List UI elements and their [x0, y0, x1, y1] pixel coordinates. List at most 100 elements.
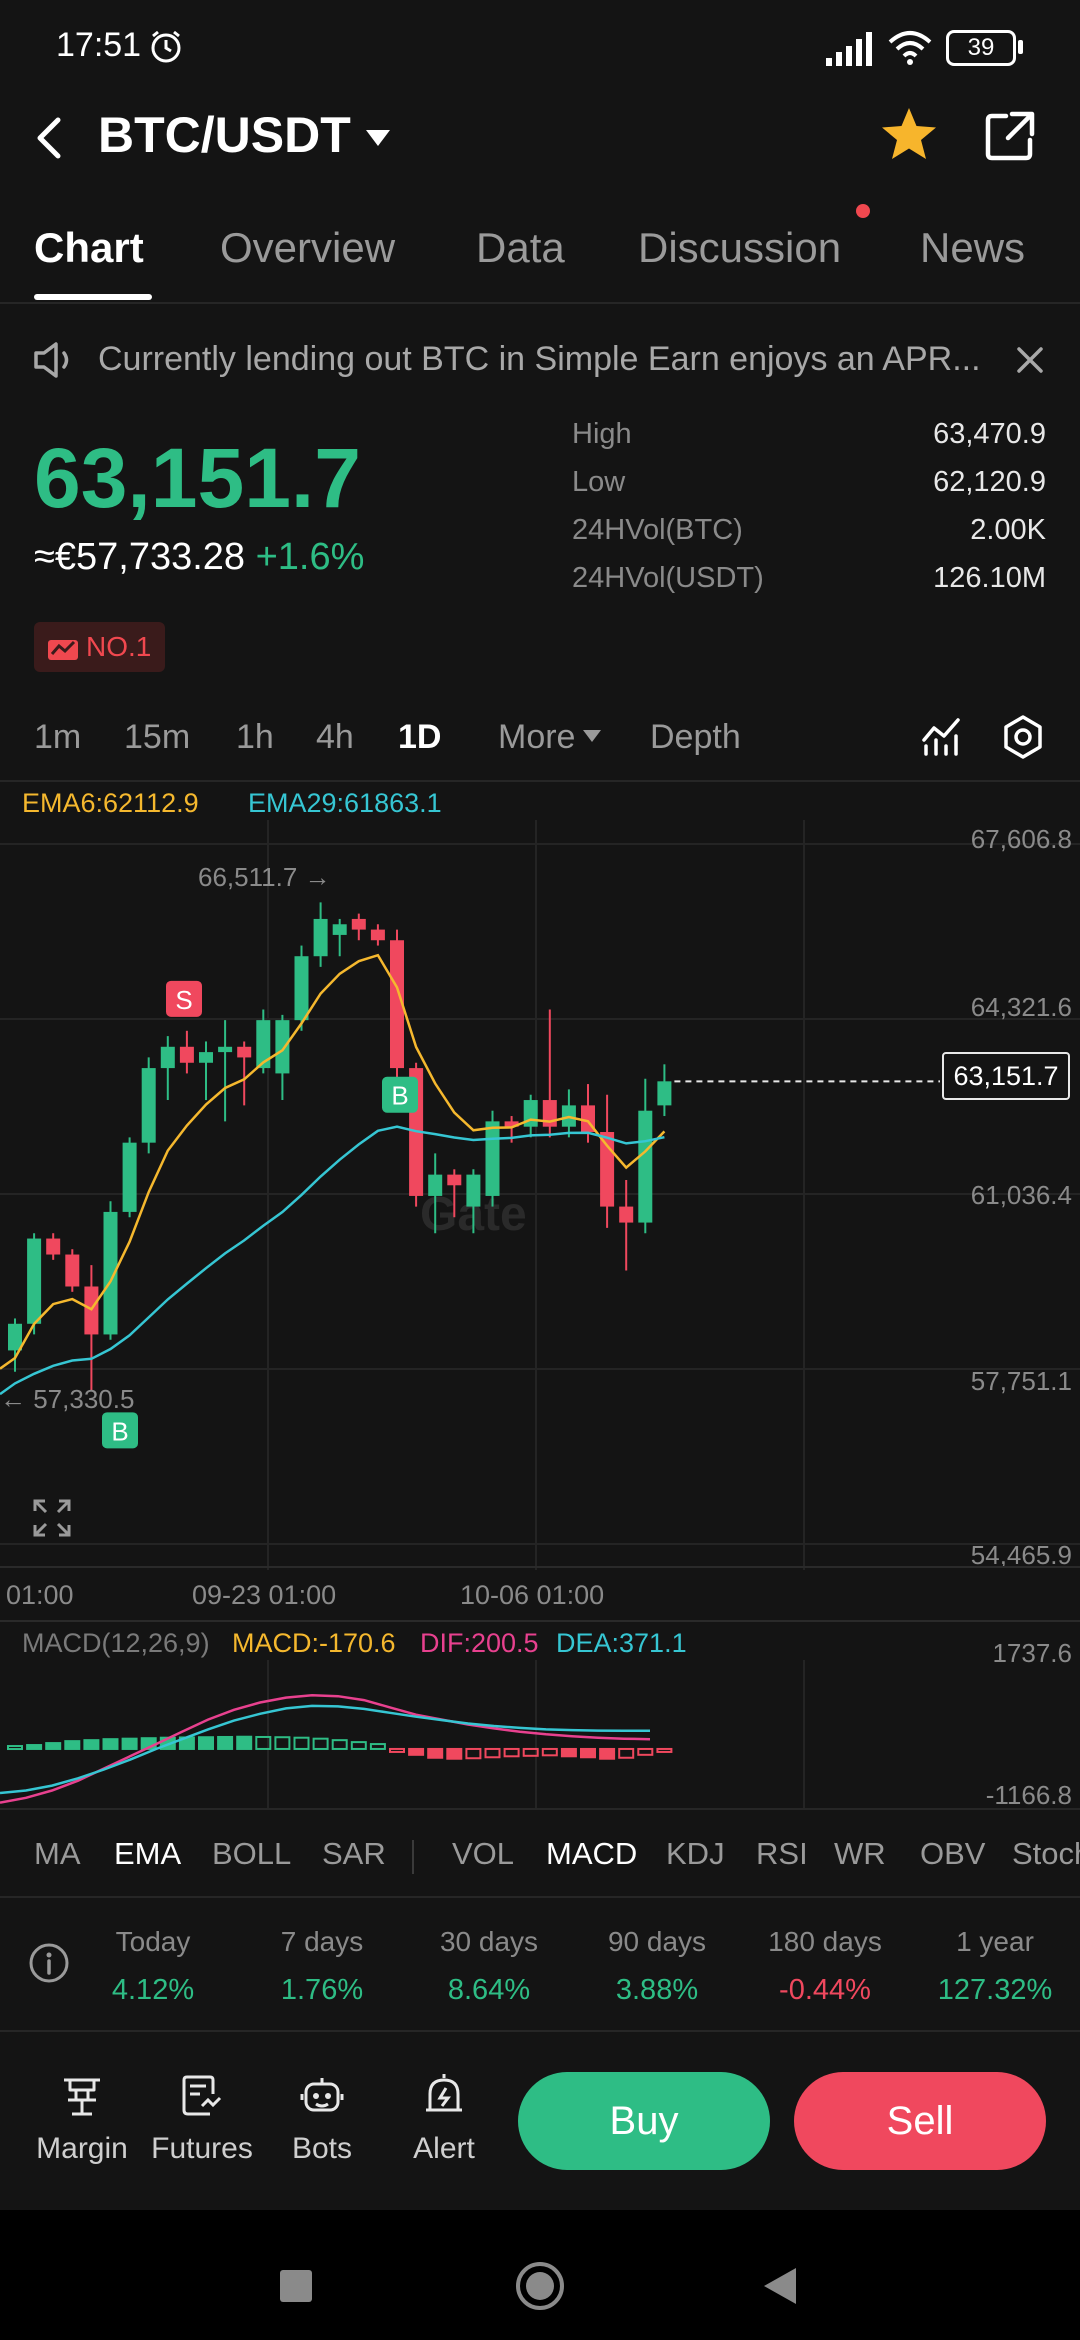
indicator-macd[interactable]: MACD: [546, 1836, 638, 1871]
macd-chart[interactable]: [0, 1660, 1080, 1810]
indicator-kdj[interactable]: KDJ: [666, 1836, 725, 1871]
macd-bar: [236, 1735, 253, 1750]
macd-axis-top: 1737.6: [992, 1638, 1072, 1668]
back-arrow-icon[interactable]: [30, 114, 70, 162]
candle: [351, 913, 366, 941]
favorite-star-icon[interactable]: [878, 104, 940, 166]
sell-button[interactable]: Sell: [794, 2072, 1046, 2170]
interval-1m[interactable]: 1m: [34, 718, 82, 756]
macd-bar: [198, 1736, 214, 1750]
stat-vol-btc-label: 24HVol(BTC): [572, 514, 743, 546]
bots-label[interactable]: Bots: [291, 2132, 353, 2165]
interval-1d[interactable]: 1D: [398, 718, 442, 756]
svg-text:B: B: [391, 1081, 408, 1111]
indicator-boll[interactable]: BOLL: [212, 1836, 292, 1871]
interval-4h[interactable]: 4h: [316, 718, 354, 756]
macd-params-label: MACD(12,26,9): [22, 1628, 210, 1658]
macd-bar: [656, 1747, 673, 1753]
candle: [46, 1233, 61, 1260]
recents-icon[interactable]: [280, 2270, 312, 2302]
buy-marker[interactable]: B: [102, 1412, 138, 1449]
indicator-rsi[interactable]: RSI: [756, 1836, 808, 1871]
macd-bar: [637, 1747, 654, 1756]
interval-1h[interactable]: 1h: [236, 718, 274, 756]
buy-button[interactable]: Buy: [518, 2072, 770, 2170]
info-icon[interactable]: [28, 1942, 70, 1984]
pair-dropdown-icon[interactable]: [364, 126, 392, 150]
perf-1y-label: 1 year: [956, 1926, 1034, 1957]
tab-overview[interactable]: Overview: [220, 224, 396, 271]
tab-data[interactable]: Data: [476, 224, 565, 271]
indicator-sar[interactable]: SAR: [322, 1836, 386, 1871]
interval-depth[interactable]: Depth: [650, 718, 741, 756]
fiat-price: ≈€57,733.28: [34, 536, 246, 578]
macd-bar: [64, 1740, 81, 1750]
futures-icon[interactable]: [180, 2074, 224, 2118]
buy-marker[interactable]: B: [382, 1076, 418, 1113]
indicator-wr[interactable]: WR: [834, 1836, 886, 1871]
candle: [370, 924, 385, 946]
candle: [199, 1041, 213, 1101]
perf-today-value: 4.12%: [111, 1974, 195, 2006]
battery-icon: 39: [946, 30, 1016, 66]
macd-value-label: MACD:-170.6: [232, 1628, 396, 1658]
last-price: 63,151.7: [34, 431, 361, 525]
margin-icon[interactable]: [60, 2074, 104, 2118]
indicator-obv[interactable]: OBV: [920, 1836, 986, 1871]
indicator-ma[interactable]: MA: [34, 1836, 81, 1871]
macd-lines: [0, 1693, 651, 1804]
indicator-separator: [412, 1840, 414, 1874]
dea-line: [0, 1704, 650, 1795]
settings-icon[interactable]: [1000, 714, 1046, 760]
share-icon[interactable]: [982, 108, 1038, 164]
candle: [218, 1020, 233, 1122]
ema29-line: [0, 1125, 665, 1396]
perf-90d-label: 90 days: [607, 1926, 707, 1957]
more-dropdown-icon[interactable]: [582, 728, 602, 744]
back-icon[interactable]: [762, 2266, 798, 2306]
interval-15m[interactable]: 15m: [124, 718, 191, 756]
macd-bar: [293, 1736, 310, 1750]
alert-label[interactable]: Alert: [413, 2132, 475, 2165]
candle: [8, 1318, 22, 1372]
home-icon[interactable]: [514, 2260, 566, 2312]
price-axis-label-3: 61,036.4: [970, 1180, 1072, 1210]
rank-badge[interactable]: NO.1: [34, 622, 166, 672]
trade-markers: S B B: [102, 980, 418, 1449]
time-label-1: 01:00: [6, 1580, 74, 1610]
indicators-divider: [0, 1896, 1080, 1898]
macd-bar: [503, 1747, 520, 1758]
stat-high-label: High: [572, 418, 632, 450]
macd-bar: [274, 1736, 291, 1750]
indicator-ema[interactable]: EMA: [114, 1836, 182, 1871]
candles: [8, 902, 672, 1392]
indicator-vol[interactable]: VOL: [452, 1836, 515, 1871]
announcement-text[interactable]: Currently lending out BTC in Simple Earn…: [98, 340, 978, 378]
perf-1y-value: 127.32%: [937, 1974, 1053, 2006]
close-icon[interactable]: [1014, 344, 1046, 376]
alert-icon[interactable]: [422, 2072, 466, 2118]
stat-vol-usdt-value: 126.10M: [933, 562, 1046, 594]
tab-active-indicator: [34, 294, 152, 300]
tab-chart[interactable]: Chart: [34, 224, 144, 271]
ema29-legend: EMA29:61863.1: [248, 788, 442, 818]
macd-bar: [389, 1747, 405, 1753]
margin-label[interactable]: Margin: [36, 2132, 128, 2165]
sell-marker[interactable]: S: [166, 980, 202, 1017]
macd-bar: [331, 1739, 348, 1750]
indicator-chart-icon[interactable]: [918, 712, 964, 758]
fullscreen-icon[interactable]: [32, 1498, 72, 1538]
tab-discussion[interactable]: Discussion: [638, 224, 842, 271]
macd-bar: [26, 1744, 43, 1750]
macd-axis-bottom: -1166.8: [985, 1780, 1072, 1810]
candlestick-chart[interactable]: Gate SBB: [0, 820, 1080, 1570]
bots-icon[interactable]: [300, 2074, 344, 2118]
candle: [619, 1179, 634, 1271]
macd-bar: [312, 1737, 329, 1750]
futures-label[interactable]: Futures: [151, 2132, 253, 2165]
pair-title[interactable]: BTC/USDT: [98, 107, 351, 163]
indicator-stoch[interactable]: Stoch: [1012, 1836, 1080, 1871]
tab-news[interactable]: News: [920, 224, 1026, 271]
intervals-divider: [0, 780, 1080, 782]
interval-more[interactable]: More: [498, 718, 576, 756]
